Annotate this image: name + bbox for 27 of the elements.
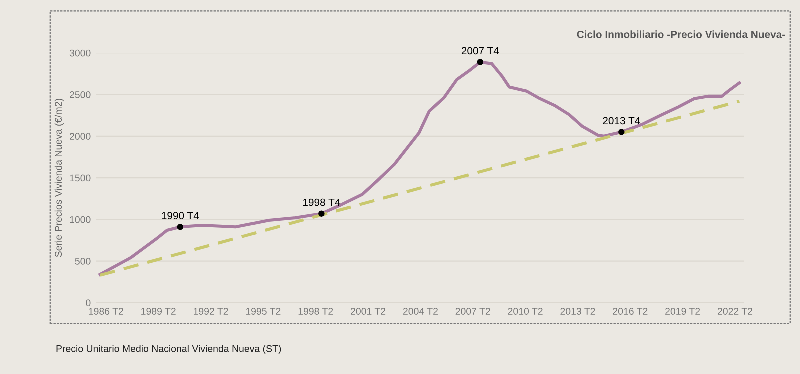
x-tick-label: 2010 T2 — [508, 308, 543, 315]
x-tick-label: 1992 T2 — [194, 308, 228, 315]
y-tick-label: 500 — [75, 258, 91, 265]
x-tick-label: 1998 T2 — [298, 308, 334, 315]
x-tick-label: 2016 T2 — [613, 308, 648, 315]
x-tick-label: 1995 T2 — [246, 308, 281, 315]
x-tick-label: 1989 T2 — [142, 308, 176, 315]
y-axis-title: Serie Precios Vivienda Nueva (€/m2) — [54, 99, 64, 258]
annotation: 2013 T4 — [603, 117, 640, 125]
text: Precio Unitario Medio Nacional Vivienda Nueva (ST) — [56, 345, 282, 354]
y-tick-label: 2000 — [70, 133, 91, 140]
x-tick-label: 2007 T2 — [456, 308, 490, 315]
annotation: 2007 T4 — [462, 47, 500, 55]
x-tick-label: 2019 T2 — [666, 308, 700, 315]
x-tick-label: 2001 T2 — [351, 308, 386, 315]
y-tick-label: 2500 — [70, 91, 91, 98]
y-tick-label: 1500 — [70, 174, 91, 182]
x-tick-label: 2013 T2 — [560, 308, 596, 315]
y-tick-label: 1000 — [70, 216, 91, 224]
annotation: 1998 T4 — [303, 198, 340, 206]
y-tick-label: 0 — [86, 300, 91, 307]
y-tick-label: 3000 — [70, 50, 91, 57]
chart-title: Ciclo Inmobiliario -Precio Vivienda Nueva- — [577, 30, 786, 38]
annotation: 1990 T4 — [162, 212, 200, 220]
x-tick-label: 2022 T2 — [718, 308, 753, 315]
x-tick-label: 1986 T2 — [89, 308, 124, 315]
x-tick-label: 2004 T2 — [403, 308, 438, 315]
